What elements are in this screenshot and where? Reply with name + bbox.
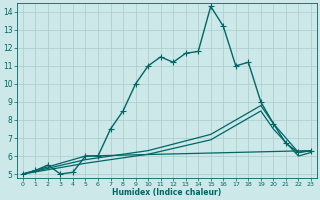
X-axis label: Humidex (Indice chaleur): Humidex (Indice chaleur) <box>112 188 221 197</box>
